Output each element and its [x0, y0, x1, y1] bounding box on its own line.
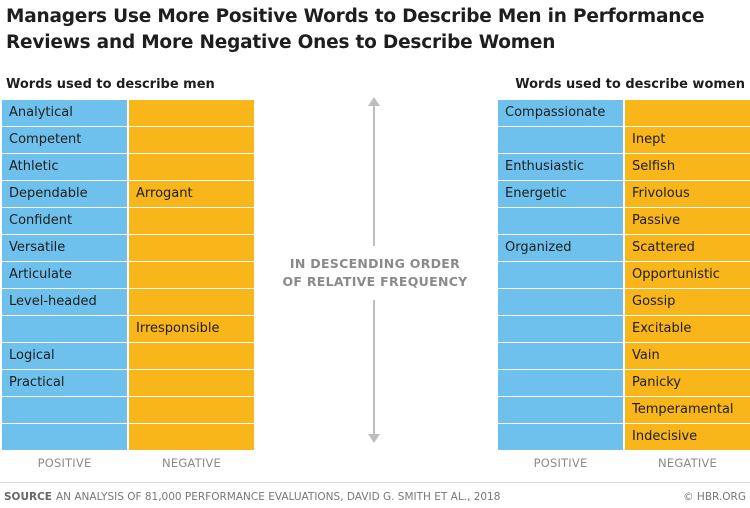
men-row: Athletic: [2, 154, 254, 181]
arrow-up-icon: [368, 97, 380, 106]
women-negative-word: Inept: [625, 127, 750, 153]
source-text: AN ANALYSIS OF 81,000 PERFORMANCE EVALUA…: [55, 491, 501, 503]
women-negative-column-label: NEGATIVE: [658, 456, 717, 470]
men-row: [2, 424, 254, 451]
women-positive-word: [498, 262, 623, 288]
women-panel-title: Words used to describe women: [515, 77, 745, 92]
women-positive-word: Energetic: [498, 181, 623, 207]
footer-divider: [0, 482, 750, 483]
men-positive-word: Versatile: [2, 235, 127, 261]
men-positive-word: Dependable: [2, 181, 127, 207]
women-negative-word: Opportunistic: [625, 262, 750, 288]
men-positive-word: Athletic: [2, 154, 127, 180]
women-row: Temperamental: [498, 397, 750, 424]
women-row: Opportunistic: [498, 262, 750, 289]
men-negative-word: [129, 370, 254, 396]
women-positive-word: Organized: [498, 235, 623, 261]
women-negative-word: Excitable: [625, 316, 750, 342]
men-negative-word: [129, 235, 254, 261]
men-row: Dependable Arrogant: [2, 181, 254, 208]
source-label: SOURCE: [4, 491, 52, 503]
women-positive-word: [498, 208, 623, 234]
women-row: Indecisive: [498, 424, 750, 451]
women-positive-word: [498, 343, 623, 369]
women-positive-word: [498, 424, 623, 450]
women-row: Compassionate: [498, 100, 750, 127]
women-row: Vain: [498, 343, 750, 370]
women-negative-word: Scattered: [625, 235, 750, 261]
men-positive-word: [2, 397, 127, 423]
men-negative-word: [129, 424, 254, 450]
women-positive-word: [498, 397, 623, 423]
women-row: Panicky: [498, 370, 750, 397]
frequency-note-line-2: OF RELATIVE FREQUENCY: [282, 274, 468, 289]
women-negative-word: Passive: [625, 208, 750, 234]
women-negative-word: Gossip: [625, 289, 750, 315]
men-negative-word: [129, 289, 254, 315]
women-positive-word: Compassionate: [498, 100, 623, 126]
women-row: Excitable: [498, 316, 750, 343]
men-words-table: Analytical Competent Athletic Dependable Arr…: [2, 100, 254, 451]
source-note: SOURCE AN ANALYSIS OF 81,000 PERFORMANCE …: [4, 491, 500, 503]
men-negative-word: [129, 208, 254, 234]
men-row: Level-headed: [2, 289, 254, 316]
men-negative-word: Arrogant: [129, 181, 254, 207]
men-positive-word: Confident: [2, 208, 127, 234]
men-row: Practical: [2, 370, 254, 397]
frequency-order-note: IN DESCENDING ORDER OF RELATIVE FREQUENC…: [265, 255, 485, 291]
men-row: Confident: [2, 208, 254, 235]
credit: © HBR.ORG: [683, 491, 746, 503]
women-positive-word: [498, 127, 623, 153]
men-positive-word: Competent: [2, 127, 127, 153]
men-row: Irresponsible: [2, 316, 254, 343]
men-positive-word: Level-headed: [2, 289, 127, 315]
men-row: Competent: [2, 127, 254, 154]
men-negative-word: [129, 127, 254, 153]
women-positive-word: [498, 289, 623, 315]
men-panel-title: Words used to describe men: [6, 77, 215, 92]
women-row: Energetic Frivolous: [498, 181, 750, 208]
women-negative-word: Panicky: [625, 370, 750, 396]
women-negative-word: [625, 100, 750, 126]
men-positive-word: Practical: [2, 370, 127, 396]
women-row: Inept: [498, 127, 750, 154]
men-negative-word: [129, 397, 254, 423]
men-positive-word: Analytical: [2, 100, 127, 126]
frequency-axis-line-lower: [373, 300, 375, 436]
men-positive-word: [2, 424, 127, 450]
men-row: Articulate: [2, 262, 254, 289]
chart-title: Managers Use More Positive Words to Desc…: [6, 6, 705, 53]
men-positive-word: [2, 316, 127, 342]
men-negative-word: [129, 343, 254, 369]
men-negative-column-label: NEGATIVE: [162, 456, 221, 470]
women-negative-word: Vain: [625, 343, 750, 369]
women-positive-word: [498, 316, 623, 342]
women-row: Passive: [498, 208, 750, 235]
men-negative-word: Irresponsible: [129, 316, 254, 342]
arrow-down-icon: [368, 434, 380, 443]
women-negative-word: Temperamental: [625, 397, 750, 423]
men-positive-column-label: POSITIVE: [37, 456, 92, 470]
women-positive-word: Enthusiastic: [498, 154, 623, 180]
men-row: Analytical: [2, 100, 254, 127]
women-negative-word: Selfish: [625, 154, 750, 180]
women-negative-word: Frivolous: [625, 181, 750, 207]
men-negative-word: [129, 262, 254, 288]
men-row: [2, 397, 254, 424]
men-negative-word: [129, 100, 254, 126]
frequency-axis-line-upper: [373, 104, 375, 246]
men-negative-word: [129, 154, 254, 180]
men-row: Logical: [2, 343, 254, 370]
women-row: Organized Scattered: [498, 235, 750, 262]
women-words-table: Compassionate Inept Enthusiastic Selfish Ene…: [498, 100, 750, 451]
women-row: Enthusiastic Selfish: [498, 154, 750, 181]
women-negative-word: Indecisive: [625, 424, 750, 450]
women-row: Gossip: [498, 289, 750, 316]
frequency-note-line-1: IN DESCENDING ORDER: [289, 256, 461, 271]
women-positive-word: [498, 370, 623, 396]
men-positive-word: Logical: [2, 343, 127, 369]
women-positive-column-label: POSITIVE: [533, 456, 588, 470]
men-row: Versatile: [2, 235, 254, 262]
men-positive-word: Articulate: [2, 262, 127, 288]
